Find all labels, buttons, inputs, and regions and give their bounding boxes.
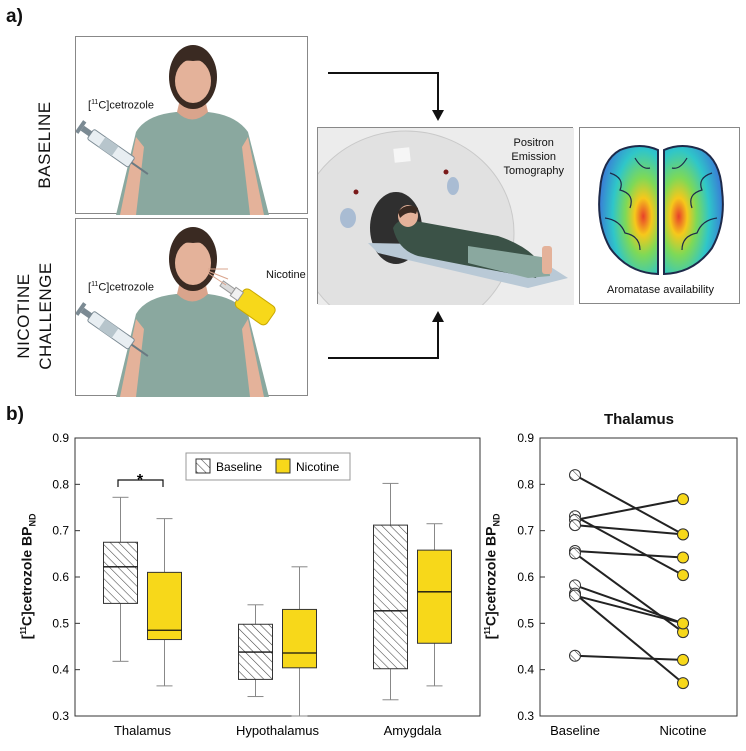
nicotine-point	[677, 551, 689, 564]
right-chart-title: Thalamus	[603, 411, 675, 428]
nicotine-tracer-label: [11C]cetrozole	[88, 281, 154, 294]
significance-star: *	[137, 472, 144, 489]
y-tick-label: 0.3	[517, 709, 534, 723]
y-tick-label: 0.6	[52, 570, 69, 584]
box-baseline	[103, 541, 138, 604]
baseline-point	[569, 649, 581, 662]
legend-baseline-swatch	[195, 458, 211, 474]
pair-line	[574, 498, 684, 521]
box-nicotine	[417, 549, 452, 644]
y-tick-label: 0.5	[517, 616, 534, 630]
pet-line3: Tomography	[503, 165, 564, 177]
tracer-sup: 11	[91, 281, 99, 288]
pair-line	[574, 594, 684, 625]
nasal-spray-icon	[219, 280, 276, 326]
nicotine-spray-label: Nicotine	[266, 269, 306, 281]
pair-line	[574, 550, 684, 559]
y-tick-label: 0.4	[52, 663, 69, 677]
baseline-point	[569, 469, 581, 482]
nicotine-person-illustration	[75, 227, 276, 397]
pair-line	[574, 474, 684, 536]
pair-line	[574, 524, 684, 536]
x-category-label: Hypothalamus	[236, 723, 320, 738]
pet-scanner-drawing	[297, 128, 574, 336]
y-tick-label: 0.5	[52, 616, 69, 630]
tracer-prefix: [	[88, 99, 92, 112]
box-nicotine	[282, 608, 317, 669]
baseline-point	[569, 589, 581, 602]
y-tick-label: 0.6	[517, 570, 534, 584]
pair-line	[574, 654, 684, 661]
panel-a-label: a)	[6, 6, 23, 27]
nicotine-illustration: [11C]cetrozole Nicotine	[75, 218, 308, 397]
y-tick-label: 0.4	[517, 663, 534, 677]
y-tick-label: 0.7	[52, 524, 69, 538]
pet-line1: Positron	[513, 137, 554, 149]
x-category-label: Thalamus	[114, 723, 172, 738]
pet-line2: Emission	[511, 151, 557, 163]
y-tick-label: 0.7	[517, 524, 534, 538]
baseline-point	[569, 519, 581, 532]
baseline-tracer-label: [11C]cetrozole	[88, 99, 154, 112]
paired-plot-frame	[539, 437, 738, 717]
legend-nicotine-label: Nicotine	[296, 460, 340, 474]
syringe-icon	[75, 302, 149, 357]
nicotine-point	[677, 653, 689, 666]
tracer-suffix: C]cetrozole	[98, 99, 154, 112]
nicotine-point	[677, 493, 689, 506]
baseline-illustration: [11C]cetrozole	[75, 36, 308, 215]
y-tick-label: 0.8	[52, 477, 69, 491]
legend: Baseline Nicotine	[185, 452, 351, 481]
baseline-person-illustration	[75, 45, 269, 215]
legend-nicotine-swatch	[275, 458, 291, 474]
pair-line	[574, 584, 684, 625]
baseline-point	[569, 547, 581, 560]
nicotine-point	[677, 569, 689, 582]
x-category-label: Nicotine	[660, 723, 707, 738]
syringe-icon	[75, 120, 149, 175]
box-baseline	[373, 524, 408, 670]
y-tick-label: 0.9	[517, 431, 534, 445]
pet-label: Positron Emission Tomography	[503, 136, 564, 178]
tracer-sup: 11	[91, 99, 99, 106]
brain-map-illustration: Aromatase availability	[579, 127, 740, 304]
legend-baseline-label: Baseline	[216, 460, 262, 474]
tracer-prefix: [	[88, 281, 92, 294]
y-tick-label: 0.9	[52, 431, 69, 445]
nicotine-point	[677, 617, 689, 630]
nicotine-point	[677, 677, 689, 690]
y-tick-label: 0.3	[52, 709, 69, 723]
x-category-label: Baseline	[550, 723, 600, 738]
pair-line	[574, 592, 684, 684]
brain-caption: Aromatase availability	[607, 284, 714, 296]
x-category-label: Amygdala	[384, 723, 443, 738]
panel-b-label: b)	[6, 404, 24, 425]
tracer-suffix: C]cetrozole	[98, 281, 154, 294]
significance-bracket	[117, 479, 164, 487]
pet-scanner-illustration: Positron Emission Tomography	[297, 127, 574, 336]
brain-heatmap	[598, 145, 724, 276]
y-tick-label: 0.8	[517, 477, 534, 491]
nicotine-point	[677, 528, 689, 541]
spray-lines	[207, 268, 229, 286]
box-nicotine	[147, 571, 182, 641]
